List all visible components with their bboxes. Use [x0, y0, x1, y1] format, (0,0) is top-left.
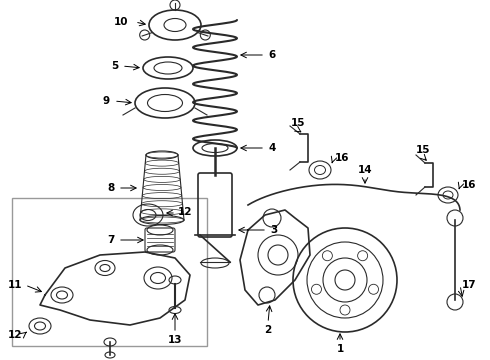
Text: 14: 14	[358, 165, 372, 175]
Text: 13: 13	[168, 335, 182, 345]
Text: 9: 9	[103, 96, 110, 106]
Text: 7: 7	[108, 235, 115, 245]
Text: 12: 12	[178, 207, 193, 217]
Text: 5: 5	[111, 61, 118, 71]
Text: 16: 16	[462, 180, 476, 190]
Text: 2: 2	[265, 325, 271, 335]
Text: 15: 15	[291, 118, 305, 128]
Text: 6: 6	[268, 50, 275, 60]
Text: 11: 11	[7, 280, 22, 290]
Text: 4: 4	[268, 143, 275, 153]
Text: 8: 8	[108, 183, 115, 193]
Text: 12: 12	[7, 330, 22, 340]
Text: 15: 15	[416, 145, 430, 155]
Text: 16: 16	[335, 153, 349, 163]
Text: 3: 3	[270, 225, 277, 235]
Text: 17: 17	[462, 280, 477, 290]
Text: 1: 1	[336, 344, 343, 354]
Text: 10: 10	[114, 17, 128, 27]
